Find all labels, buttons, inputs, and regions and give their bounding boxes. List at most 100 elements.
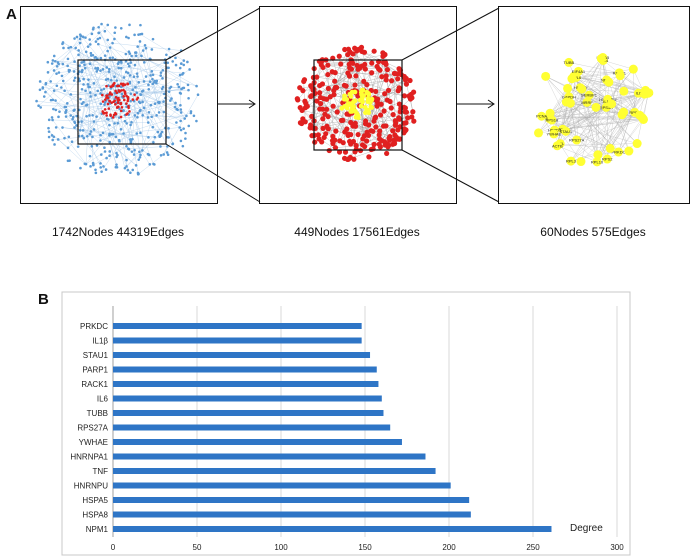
node [332, 70, 338, 76]
edge [545, 76, 619, 153]
edge [578, 71, 620, 73]
node [96, 89, 100, 93]
x-tick-label: 150 [358, 543, 372, 552]
node [103, 150, 107, 153]
node [116, 62, 120, 66]
node [178, 66, 182, 70]
core-node [369, 105, 375, 110]
node [347, 65, 353, 71]
edge [562, 87, 581, 130]
node [348, 131, 354, 138]
node [159, 132, 163, 136]
node [69, 45, 73, 49]
gene-node [593, 150, 603, 160]
edge [581, 60, 604, 90]
edge [140, 34, 184, 61]
node [318, 101, 324, 107]
node [108, 56, 112, 60]
node [312, 90, 318, 97]
node [127, 36, 130, 40]
chart-gridlines [112, 306, 618, 537]
node [35, 99, 38, 103]
node [379, 74, 385, 80]
node [91, 113, 94, 117]
gene-node [604, 77, 614, 87]
gene-label: ACTB [552, 143, 563, 148]
node [297, 105, 303, 111]
node [398, 105, 404, 112]
core-node [114, 103, 117, 106]
node [182, 63, 186, 67]
category-label: IL6 [97, 395, 109, 404]
node [151, 82, 155, 86]
node [72, 79, 76, 82]
edge [157, 127, 166, 133]
node [151, 77, 154, 81]
edge [52, 127, 180, 141]
bar [113, 352, 371, 358]
core-node [108, 91, 112, 94]
node [113, 122, 116, 125]
gene-label: EIF4A1 [572, 69, 586, 74]
gene-node [563, 83, 573, 93]
chart-frame [61, 291, 631, 556]
node [338, 61, 344, 67]
node [347, 138, 353, 145]
node [179, 111, 183, 114]
node [182, 59, 186, 62]
node [103, 54, 107, 57]
core-node [342, 93, 347, 99]
bar [113, 511, 471, 518]
node [84, 162, 88, 166]
node [139, 23, 142, 27]
edge [111, 86, 149, 90]
node [126, 62, 130, 66]
node [119, 66, 123, 70]
node [130, 54, 133, 58]
core-node [125, 102, 128, 105]
core-node [119, 101, 123, 105]
node [116, 121, 120, 125]
edge [112, 43, 182, 51]
node [51, 59, 55, 62]
node [309, 113, 315, 119]
node [68, 159, 71, 162]
core-node [346, 102, 352, 107]
node [370, 128, 376, 134]
node [295, 97, 301, 103]
gene-label: MRRF [581, 100, 593, 105]
node [182, 127, 185, 130]
gene-node [617, 110, 627, 120]
node [88, 85, 91, 89]
node [99, 166, 103, 169]
node [104, 168, 108, 171]
edge [38, 105, 127, 107]
node [83, 63, 86, 67]
node [148, 80, 152, 83]
node [143, 61, 146, 64]
gene-label: IL1B [603, 99, 612, 104]
node [161, 85, 165, 89]
node [153, 102, 157, 106]
node [99, 69, 102, 72]
node [182, 86, 186, 90]
core-node [116, 101, 120, 105]
node [82, 83, 85, 86]
degree-axis-label: Degree [570, 523, 603, 534]
edge [55, 100, 105, 148]
node [44, 81, 48, 85]
edge [597, 112, 635, 155]
network-full-graph [35, 22, 200, 176]
node [350, 138, 357, 145]
edge [105, 59, 197, 87]
node [89, 43, 92, 46]
node [344, 126, 350, 132]
node [128, 23, 131, 27]
node [89, 54, 93, 57]
category-label: TUBB [87, 409, 108, 418]
node [142, 80, 146, 83]
node [96, 68, 99, 71]
node [134, 86, 137, 89]
edge [576, 69, 634, 78]
node [105, 66, 109, 69]
